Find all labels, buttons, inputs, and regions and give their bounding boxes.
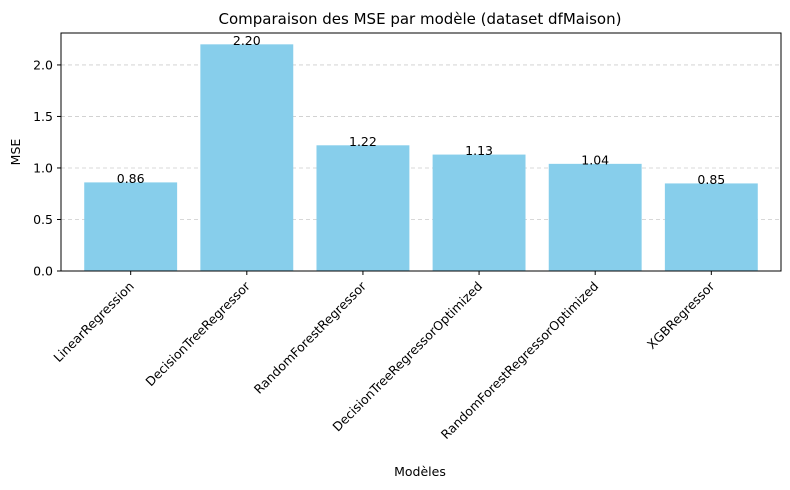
y-tick-label: 0.0 [33, 264, 53, 279]
y-tick-label: 2.0 [33, 57, 53, 72]
bar-value-label: 1.04 [581, 152, 609, 167]
y-axis-ticks: 0.0 0.5 1.0 1.5 2.0 [33, 57, 61, 279]
bar [316, 145, 410, 271]
plot-frame [60, 32, 782, 272]
bar-value-label: 1.22 [349, 134, 377, 149]
bar-value-label: 0.86 [117, 171, 145, 186]
y-axis-label: MSE [8, 139, 23, 166]
bar [548, 163, 642, 271]
bar [664, 183, 758, 271]
value-labels: 0.86 2.20 1.22 1.13 1.04 0.85 [117, 33, 725, 187]
bar [84, 182, 178, 271]
chart-title: Comparaison des MSE par modèle (dataset … [219, 10, 622, 28]
bar-value-label: 0.85 [697, 172, 725, 187]
x-axis-label: Modèles [394, 464, 446, 479]
x-tick-label: RandomForestRegressor [251, 278, 370, 397]
x-axis-ticks: LinearRegression DecisionTreeRegressorRan… [50, 271, 718, 442]
bar-value-label: 1.13 [465, 143, 493, 158]
y-tick-label: 0.5 [33, 212, 53, 227]
bar [200, 44, 294, 272]
y-tick-label: 1.0 [33, 160, 53, 175]
x-tick-label: XGBRegressor [644, 278, 718, 352]
x-tick-label: LinearRegression [50, 279, 136, 365]
y-tick-label: 1.5 [33, 109, 53, 124]
bar [432, 154, 526, 271]
x-tick-label: DecisionTreeRegressor [142, 278, 253, 389]
bar-value-label: 2.20 [233, 33, 261, 48]
bars [84, 44, 758, 272]
